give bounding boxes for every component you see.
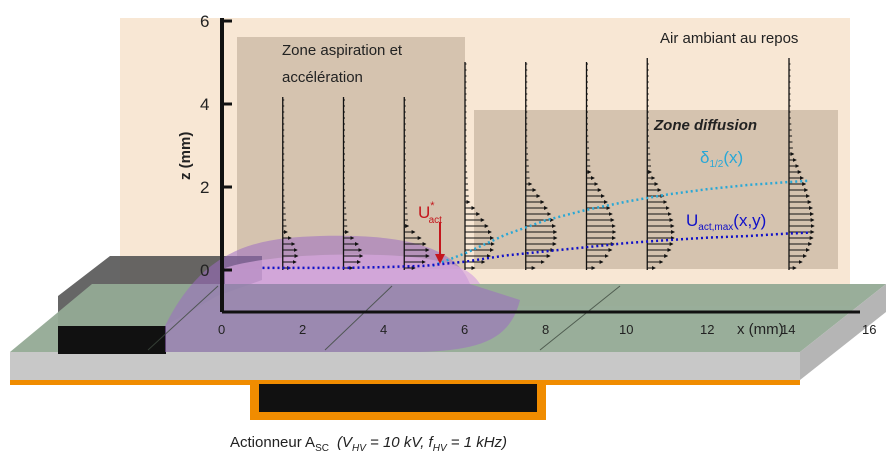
upper-electrode-front xyxy=(58,326,166,354)
y-tick-label: 0 xyxy=(200,261,209,280)
y-tick-label: 6 xyxy=(200,12,209,31)
x-tick-label: 6 xyxy=(461,322,468,337)
uact-label: U* act xyxy=(418,200,442,226)
delta-half-curve xyxy=(432,179,810,268)
velocity-profile xyxy=(342,97,364,270)
velocity-profile xyxy=(282,97,299,270)
caption-main: Actionneur A xyxy=(230,434,315,451)
velocity-profile xyxy=(646,58,676,270)
zone-aspiration-label-line1: Zone aspiration et xyxy=(282,42,403,59)
x-tick-label: 8 xyxy=(542,322,549,337)
caption-params-open: (V xyxy=(337,434,354,451)
x-tick-label: 4 xyxy=(380,322,387,337)
y-axis-label: z (mm) xyxy=(177,132,194,180)
x-tick-label: 14 xyxy=(781,322,795,337)
x-tick-label: 0 xyxy=(218,322,225,337)
zone-aspiration-label-line2: accélération xyxy=(282,69,363,86)
plate-right-side xyxy=(800,284,886,380)
caption-mid: = 10 kV, f xyxy=(366,434,435,451)
delta-half-label: δ1/2(x) xyxy=(700,148,743,170)
delta-half-symbol: δ xyxy=(700,148,709,167)
velocity-profile xyxy=(403,97,430,270)
velocity-profile xyxy=(788,58,815,270)
y-tick-label: 2 xyxy=(200,178,209,197)
caption-fhv-sub: HV xyxy=(433,443,448,454)
velocity-profile xyxy=(585,62,617,270)
uact-sup: * xyxy=(430,200,435,212)
x-tick-label: 10 xyxy=(619,322,633,337)
zone-diffusion-label: Zone diffusion xyxy=(653,117,757,134)
x-tick-label: 12 xyxy=(700,322,714,337)
delta-half-sub: 1/2 xyxy=(709,159,723,170)
umax-label: Uact,max(x,y) xyxy=(686,211,766,233)
x-axis-label: x (mm) xyxy=(737,321,784,338)
uact-sub: act xyxy=(429,215,443,226)
caption-sub: SC xyxy=(315,443,329,454)
caption-end: = 1 kHz) xyxy=(447,434,507,451)
y-tick-label: 4 xyxy=(200,95,209,114)
dielectric-stripe xyxy=(10,380,800,385)
ambient-air-label: Air ambiant au repos xyxy=(660,30,798,47)
x-tick-label: 16 xyxy=(862,322,876,337)
caption: Actionneur ASC (VHV = 10 kV, fHV = 1 kHz) xyxy=(230,434,507,454)
umax-tail: (x,y) xyxy=(733,211,766,230)
zone-aspiration-box xyxy=(237,37,465,269)
umax-sub: act,max xyxy=(698,222,733,233)
caption-vhv-sub: HV xyxy=(352,443,367,454)
delta-half-tail: (x) xyxy=(723,148,743,167)
uact-symbol: U xyxy=(418,203,430,222)
plate-side xyxy=(10,352,800,380)
plate-grid xyxy=(147,285,621,351)
umax-symbol: U xyxy=(686,211,698,230)
x-tick-label: 2 xyxy=(299,322,306,337)
lower-electrode xyxy=(259,384,537,412)
